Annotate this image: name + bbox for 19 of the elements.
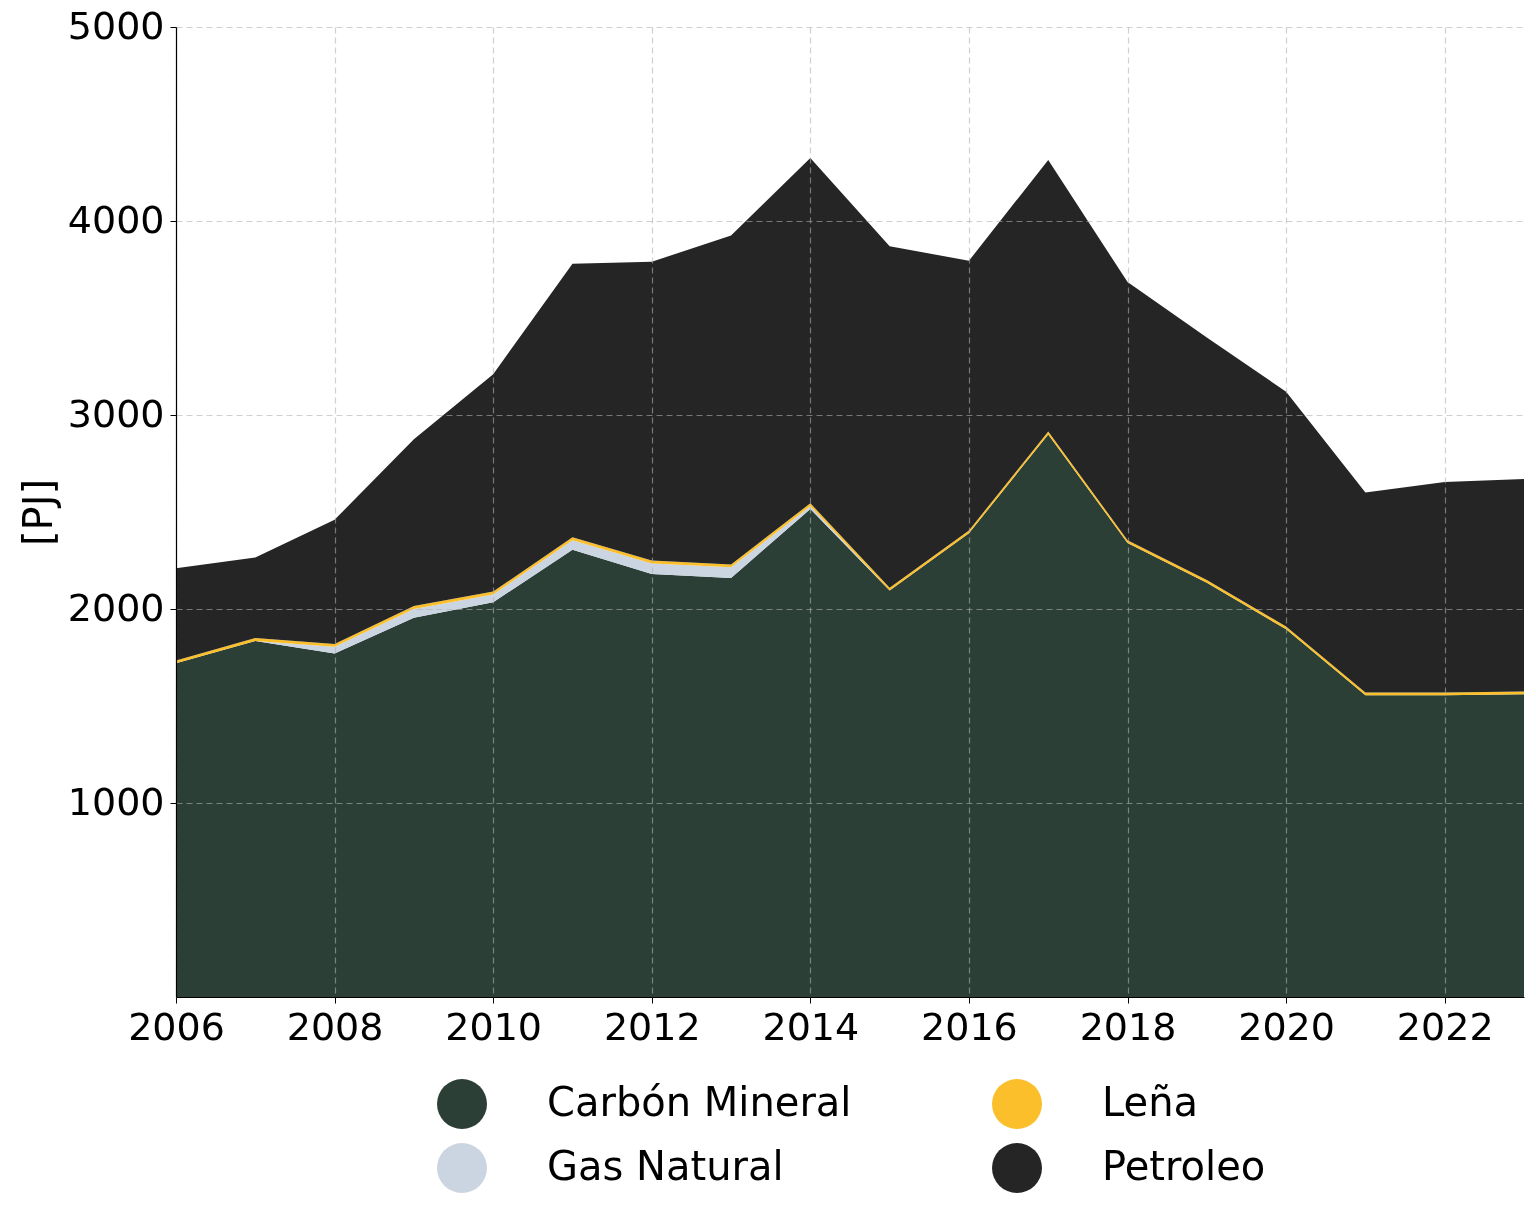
- y-tick-label: 1000: [67, 779, 165, 824]
- legend-label: Carbón Mineral: [547, 1079, 852, 1125]
- legend-label: Gas Natural: [547, 1143, 784, 1189]
- x-tick-label: 2014: [762, 1004, 860, 1049]
- x-tick-label: 2020: [1238, 1004, 1335, 1049]
- x-tick-label: 2008: [286, 1004, 384, 1049]
- y-tick-label: 3000: [67, 391, 165, 436]
- y-tick-label: 4000: [67, 197, 165, 242]
- y-axis-title: [PJ]: [14, 478, 61, 547]
- x-tick-label: 2006: [128, 1004, 225, 1049]
- y-tick-label: 5000: [67, 3, 165, 48]
- x-tick-label: 2018: [1079, 1004, 1177, 1049]
- y-tick-label: 2000: [67, 585, 165, 630]
- x-tick-label: 2012: [603, 1004, 701, 1049]
- x-tick-label: 2016: [921, 1004, 1018, 1049]
- legend-label: Leña: [1102, 1079, 1199, 1125]
- x-tick-label: 2022: [1396, 1004, 1494, 1049]
- x-tick-label: 2010: [445, 1004, 543, 1049]
- legend-label: Petroleo: [1102, 1143, 1266, 1189]
